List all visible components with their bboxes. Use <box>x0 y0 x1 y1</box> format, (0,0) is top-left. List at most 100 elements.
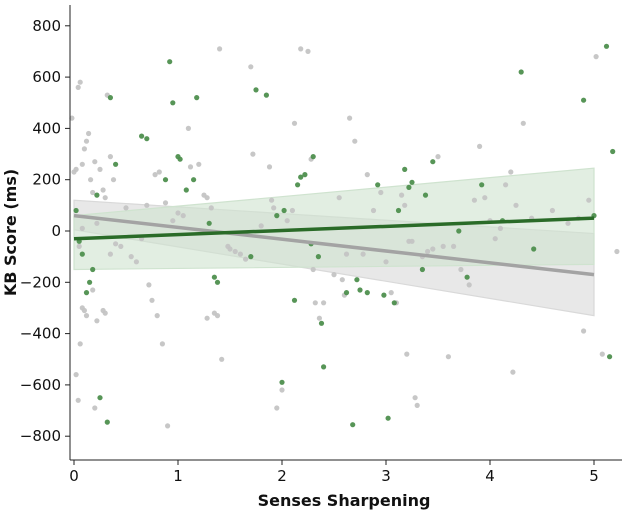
gray-point <box>477 143 483 149</box>
gray-point <box>196 161 202 167</box>
gray-point <box>336 195 342 201</box>
gray-point <box>248 64 254 70</box>
gray-point <box>284 218 290 224</box>
green-point <box>357 287 363 293</box>
y-tick-label: 0 <box>51 222 61 240</box>
y-axis-title: KB Score (ms) <box>1 169 20 296</box>
gray-point <box>289 207 295 214</box>
gray-point <box>83 138 90 144</box>
gray-point <box>414 402 420 408</box>
green-point <box>79 251 85 257</box>
green-point <box>409 179 415 185</box>
green-point <box>321 364 327 370</box>
gray-point <box>581 328 587 334</box>
gray-point <box>599 351 605 357</box>
gray-point <box>388 290 394 296</box>
gray-point <box>412 395 418 401</box>
gray-point <box>258 223 264 229</box>
gray-point <box>343 251 350 257</box>
green-point <box>295 182 301 188</box>
x-tick-label: 1 <box>173 467 183 485</box>
gray-point <box>156 169 162 175</box>
green-point <box>464 274 470 280</box>
gray-point <box>269 197 275 203</box>
y-tick-label: −400 <box>20 325 61 343</box>
x-tick-label: 5 <box>589 467 599 485</box>
gray-point <box>107 251 113 257</box>
gray-point <box>94 318 100 324</box>
green-point <box>90 266 96 273</box>
gray-point <box>100 187 106 193</box>
gray-point <box>586 197 592 203</box>
gray-point <box>185 125 191 131</box>
gray-point <box>118 243 124 249</box>
gray-point <box>92 405 98 411</box>
green-point <box>430 159 436 165</box>
axes: 0 1 2 3 4 5 −800 −600 −400 −200 0 200 400 600 800 <box>20 5 622 485</box>
green-point <box>183 187 189 193</box>
y-tick-label: −200 <box>20 273 61 291</box>
gray-point <box>219 356 225 362</box>
green-point <box>364 290 370 296</box>
gray-point <box>94 220 100 226</box>
y-tick-label: 600 <box>32 68 61 86</box>
gray-point <box>75 397 81 403</box>
gray-point <box>102 310 108 316</box>
gray-point <box>159 341 165 347</box>
green-point <box>97 395 103 401</box>
gray-point <box>237 251 243 257</box>
gray-point <box>107 154 113 160</box>
gray-point <box>298 46 304 52</box>
green-point <box>610 148 616 155</box>
gray-point <box>425 248 431 255</box>
green-point <box>162 177 169 183</box>
green-point <box>281 207 287 214</box>
gray-point <box>274 405 280 411</box>
gray-point <box>113 241 119 247</box>
gray-point <box>482 195 488 201</box>
gray-point <box>466 282 472 288</box>
gray-point <box>149 297 155 303</box>
gray-point <box>97 166 103 172</box>
y-tick-label: 800 <box>32 17 61 35</box>
green-point <box>298 174 304 180</box>
gray-point <box>497 225 503 231</box>
gray-point <box>510 369 516 375</box>
gray-point <box>347 115 353 121</box>
gray-point <box>508 169 514 175</box>
gray-point <box>383 259 389 265</box>
gray-point <box>360 251 366 257</box>
gray-point <box>83 313 90 319</box>
x-axis-title: Senses Sharpening <box>258 491 431 510</box>
green-point <box>206 220 212 226</box>
gray-point <box>208 205 214 211</box>
gray-point <box>73 372 79 378</box>
green-point <box>263 92 269 98</box>
gray-point <box>81 146 87 152</box>
gray-point <box>492 236 498 242</box>
gray-point <box>162 200 169 206</box>
regression-lines <box>73 213 595 277</box>
green-point <box>375 182 381 188</box>
gray-point <box>352 138 358 144</box>
green-point <box>191 177 197 183</box>
gray-point <box>144 202 150 208</box>
gray-point <box>77 341 83 347</box>
gray-point <box>76 243 82 249</box>
gray-point <box>435 154 441 160</box>
gray-point <box>440 243 446 249</box>
gray-point <box>152 172 158 178</box>
green-point <box>177 156 183 162</box>
gray-point <box>458 266 464 273</box>
green-point <box>104 419 110 425</box>
gray-point <box>312 300 318 306</box>
gray-point <box>133 259 139 265</box>
gray-point <box>227 246 233 252</box>
gray-point <box>316 315 322 321</box>
gray-point <box>81 307 87 314</box>
gray-point <box>73 166 79 172</box>
green-point <box>318 320 325 326</box>
gray-point <box>90 189 96 196</box>
green-point <box>531 246 537 252</box>
